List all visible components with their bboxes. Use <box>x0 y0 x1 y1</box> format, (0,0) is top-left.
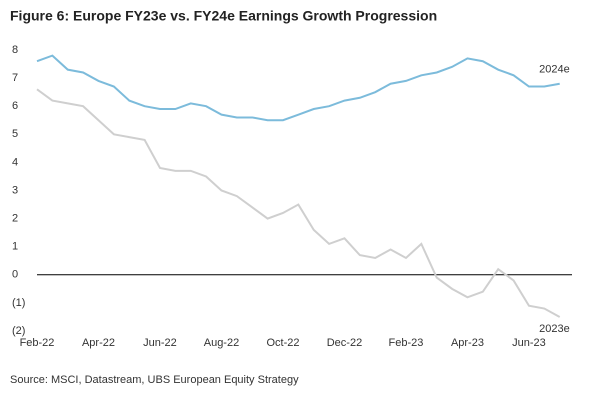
series-label: 2023e <box>539 323 570 335</box>
y-tick-label: 0 <box>12 269 18 281</box>
x-tick-label: Apr-22 <box>82 337 115 349</box>
y-tick-label: 7 <box>12 72 18 84</box>
x-tick-label: Jun-22 <box>143 337 177 349</box>
y-tick-label: (1) <box>12 297 25 309</box>
y-tick-label: 5 <box>12 128 18 140</box>
series-line <box>36 54 560 122</box>
series-line <box>36 88 561 318</box>
x-tick-label: Oct-22 <box>266 337 299 349</box>
y-tick-label: 3 <box>12 184 18 196</box>
x-tick-label: Apr-23 <box>451 337 484 349</box>
x-tick-label: Feb-22 <box>20 337 55 349</box>
x-tick-label: Dec-22 <box>327 337 362 349</box>
y-tick-label: 4 <box>12 156 18 168</box>
x-tick-label: Jun-23 <box>512 337 546 349</box>
y-tick-label: 8 <box>12 44 18 56</box>
y-tick-label: 1 <box>12 241 18 253</box>
series-label: 2024e <box>539 64 570 76</box>
y-tick-label: (2) <box>12 325 25 337</box>
x-tick-label: Feb-23 <box>389 337 424 349</box>
y-tick-label: 6 <box>12 100 18 112</box>
source-note: Source: MSCI, Datastream, UBS European E… <box>10 374 299 386</box>
x-tick-label: Aug-22 <box>204 337 239 349</box>
chart-title: Figure 6: Europe FY23e vs. FY24e Earning… <box>10 8 437 24</box>
y-tick-label: 2 <box>12 213 18 225</box>
